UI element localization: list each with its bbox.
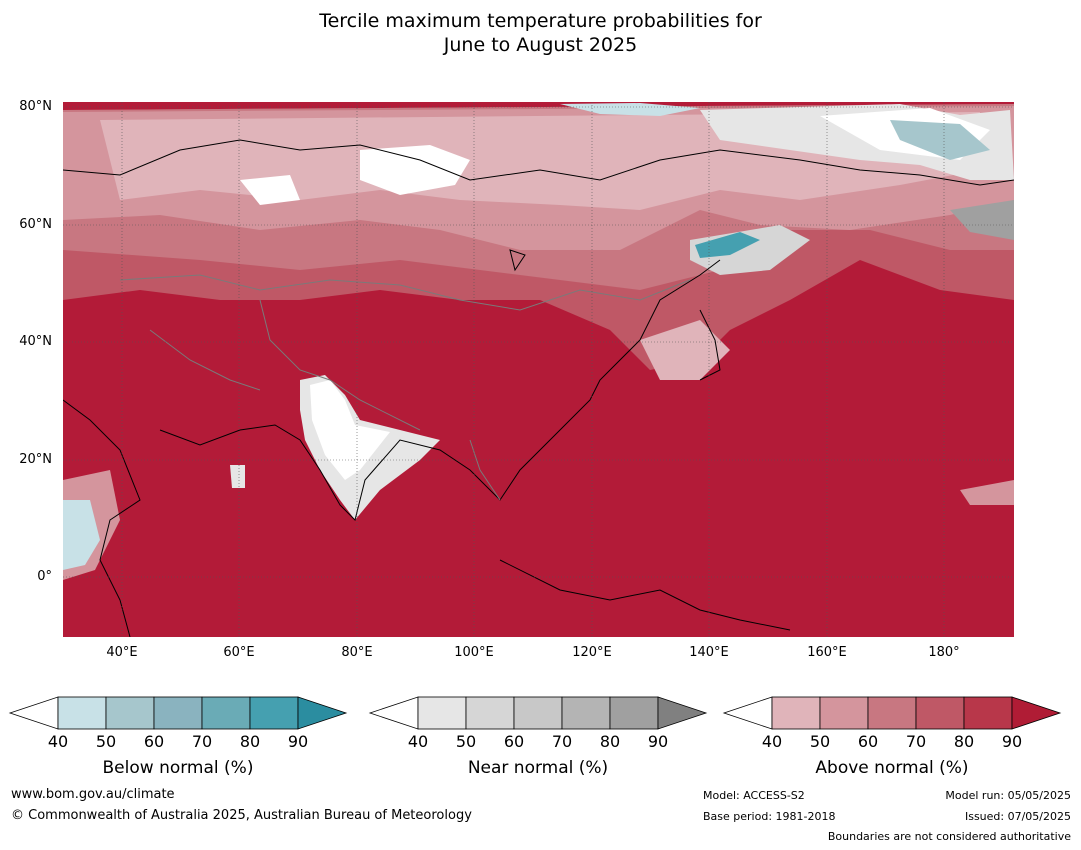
colorbar-segment [819,696,869,730]
colorbar-segment [867,696,917,730]
colorbar-tick-label: 70 [905,732,927,751]
lon-label-40e: 40°E [106,645,138,660]
colorbar-label-near: Near normal (%) [467,758,609,778]
lat-label-80n: 80°N [19,99,52,114]
lat-label-40n: 40°N [19,334,52,349]
colorbar-tick-label: 60 [143,732,165,751]
colorbar-segment [963,696,1013,730]
country-borders [119,274,691,501]
lon-label-80e: 80°E [341,645,373,660]
colorbar-segment [771,696,821,730]
colorbar-tick-label: 40 [407,732,429,751]
colorbar-near-normal [368,696,708,730]
model-run: Model run: 05/05/2025 [945,789,1071,802]
colorbar-tick-label: 80 [953,732,975,751]
colorbar-segment [513,696,563,730]
colorbar-tick-label: 90 [647,732,669,751]
chart-title-line2: June to August 2025 [443,34,638,56]
colorbar-segment [417,696,467,730]
colorbar-tick-label: 40 [47,732,69,751]
colorbar-tick-label: 80 [599,732,621,751]
colorbar-tick-label: 70 [191,732,213,751]
website-link[interactable]: www.bom.gov.au/climate [11,787,175,802]
colorbar-tick-label: 90 [1001,732,1023,751]
colorbar-high-extend [657,696,708,730]
lon-label-180: 180° [928,645,960,660]
colorbar-high-extend [297,696,348,730]
colorbar-tick-label: 50 [455,732,477,751]
lat-label-20n: 20°N [19,452,52,467]
issued-date: Issued: 07/05/2025 [964,810,1071,823]
lon-label-140e: 140°E [689,645,729,660]
colorbar-low-extend [368,696,419,730]
colorbar-above-normal [722,696,1062,730]
colorbar-tick-label: 60 [503,732,525,751]
colorbar-tick-label: 80 [239,732,261,751]
colorbar-tick-label: 50 [95,732,117,751]
colorbar-below-normal [8,696,348,730]
coastlines [63,139,1014,637]
lon-label-160e: 160°E [807,645,847,660]
copyright-text: © Commonwealth of Australia 2025, Austra… [11,808,472,823]
colorbar-low-extend [722,696,773,730]
lon-label-100e: 100°E [454,645,494,660]
probability-field [63,102,1014,637]
colorbar-high-extend [1011,696,1062,730]
chart-title-line1: Tercile maximum temperature probabilitie… [319,10,762,32]
colorbar-tick-label: 60 [857,732,879,751]
lon-label-60e: 60°E [223,645,255,660]
colorbar-segment [57,696,107,730]
colorbar-tick-label: 40 [761,732,783,751]
lat-label-0: 0° [37,569,52,584]
base-period: Base period: 1981-2018 [703,810,836,823]
colorbar-segment [105,696,155,730]
lat-label-60n: 60°N [19,217,52,232]
colorbar-segment [465,696,515,730]
colorbar-segment [153,696,203,730]
colorbar-segment [609,696,659,730]
colorbar-tick-label: 50 [809,732,831,751]
colorbar-segment [201,696,251,730]
colorbar-low-extend [8,696,59,730]
colorbar-tick-label: 90 [287,732,309,751]
colorbar-segment [249,696,299,730]
boundaries-disclaimer: Boundaries are not considered authoritat… [827,830,1071,843]
graticule [63,102,1014,637]
lon-label-120e: 120°E [572,645,612,660]
colorbar-segment [915,696,965,730]
colorbar-tick-label: 70 [551,732,573,751]
colorbar-label-above: Above normal (%) [815,758,969,778]
colorbar-label-below: Below normal (%) [102,758,254,778]
model-name: Model: ACCESS-S2 [703,789,805,802]
colorbar-segment [561,696,611,730]
